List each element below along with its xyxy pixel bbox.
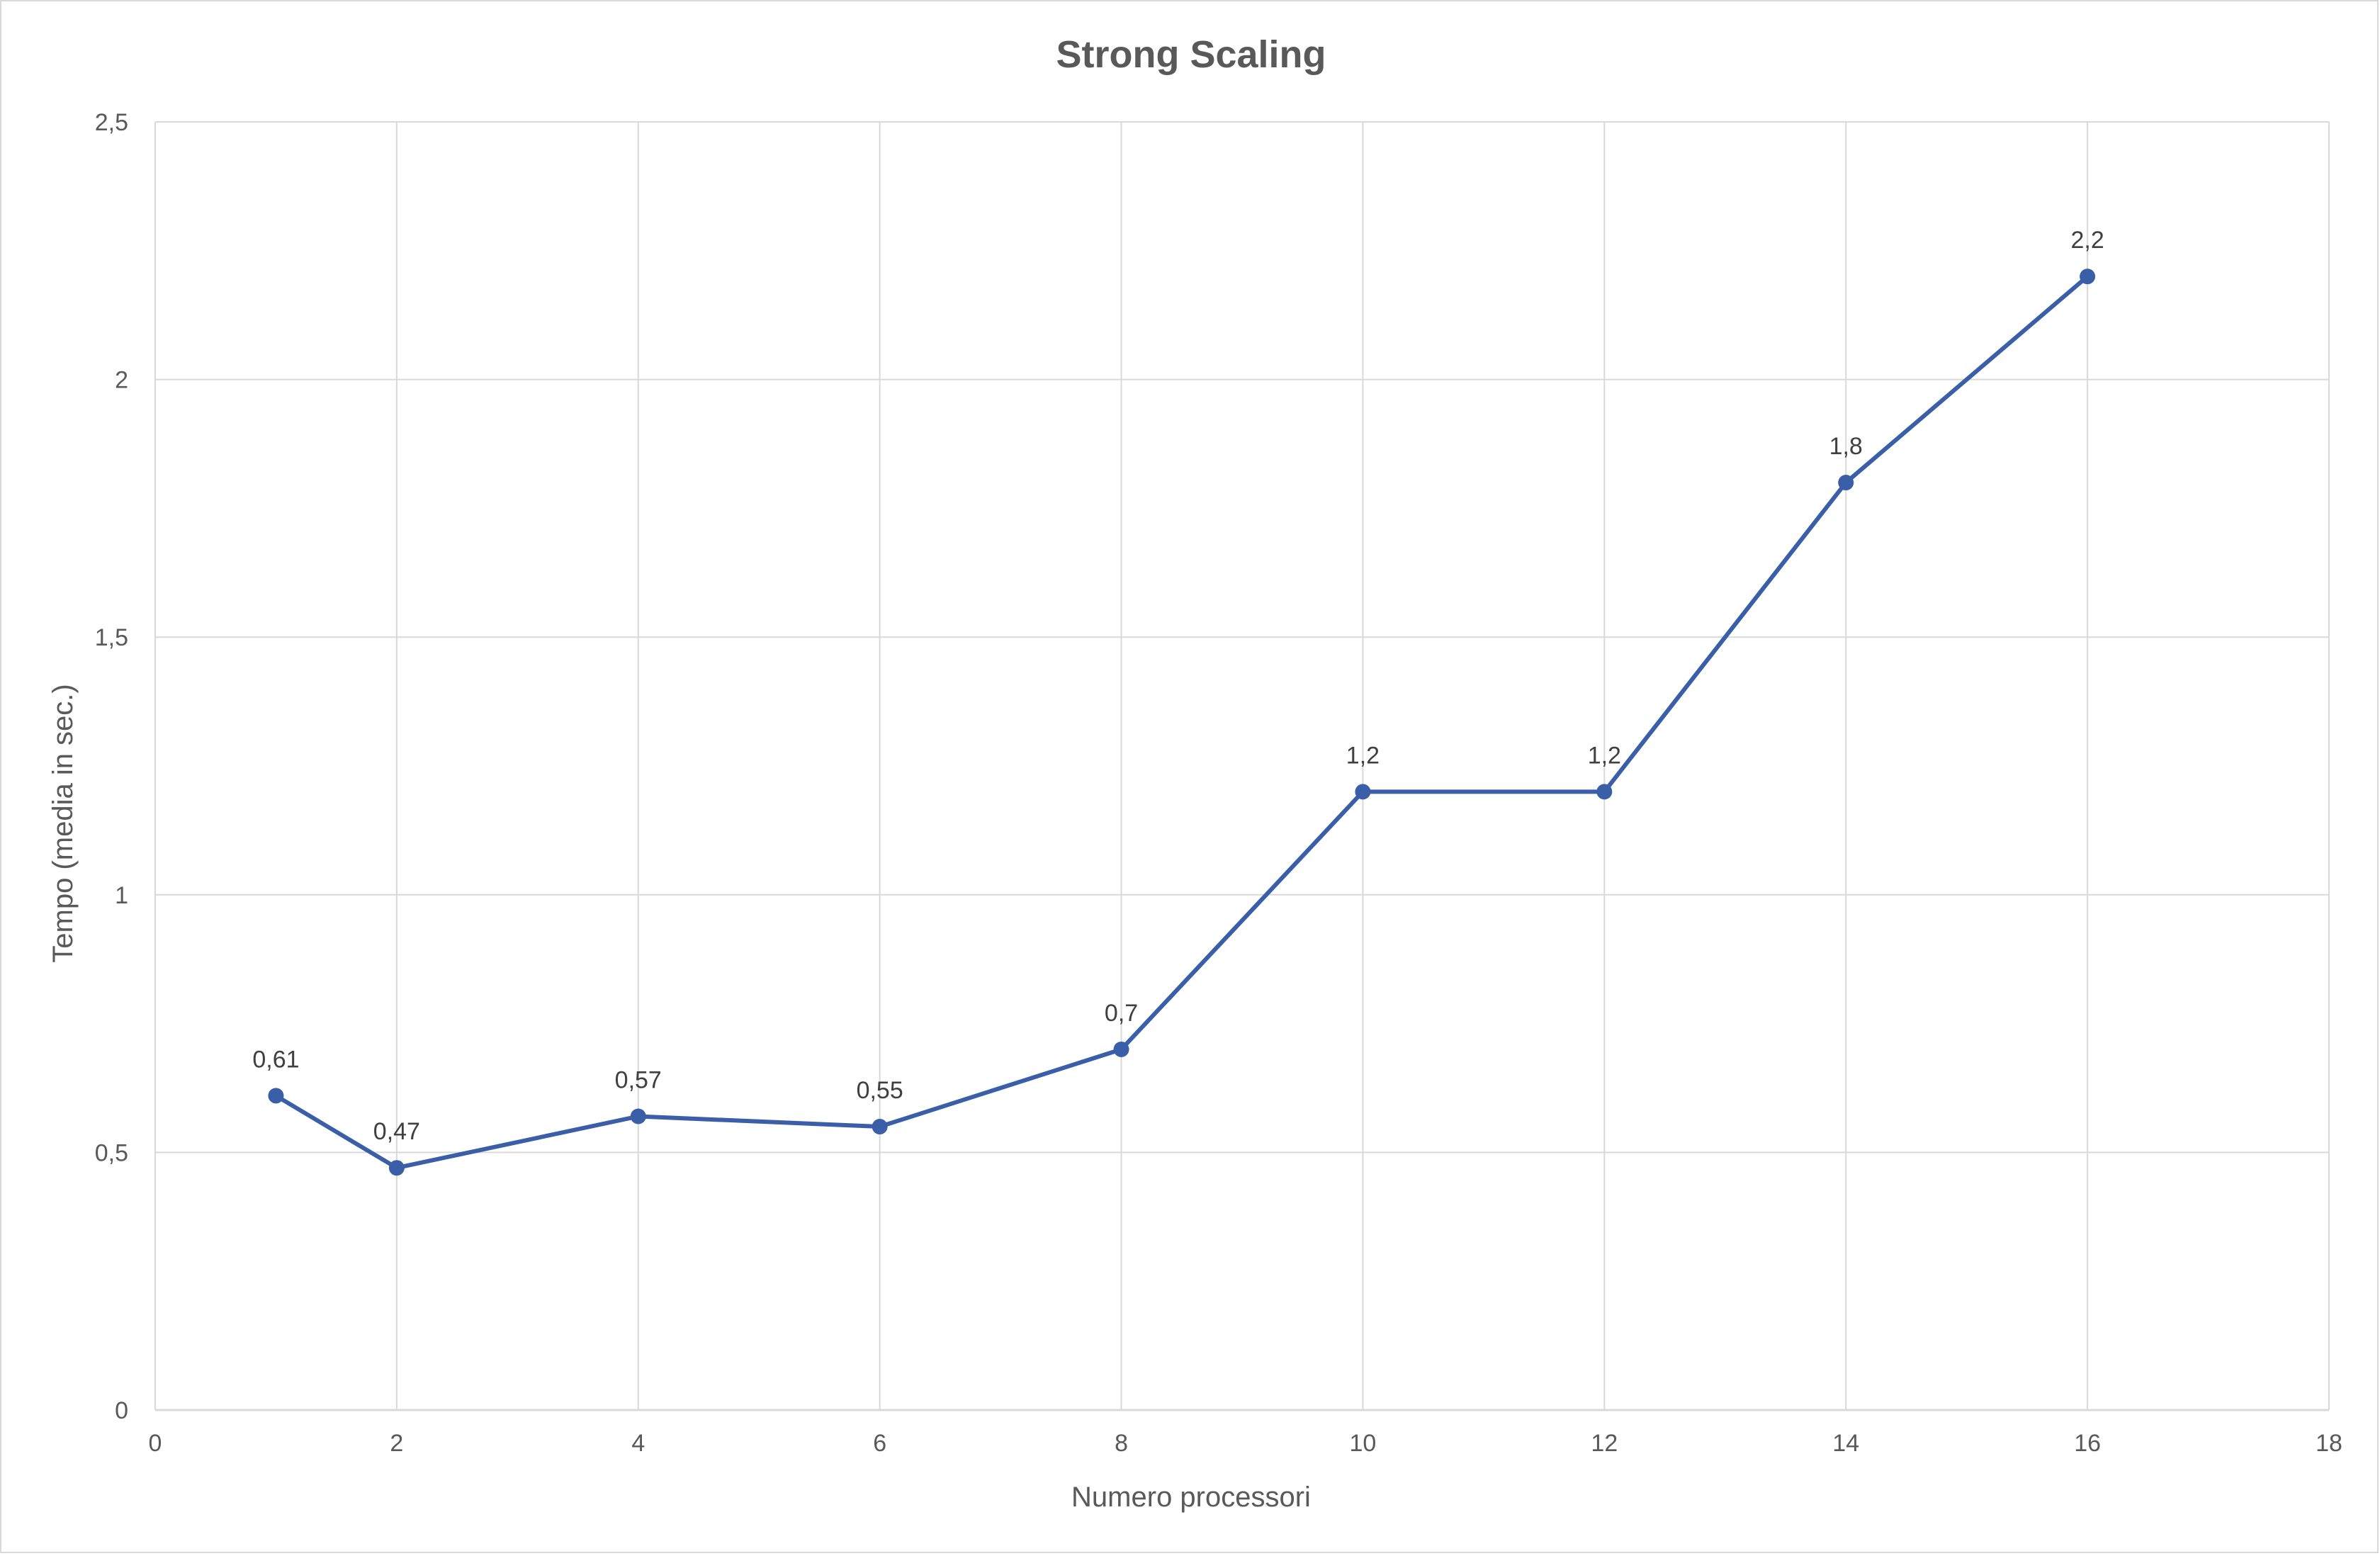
x-tick-label: 12 bbox=[1591, 1430, 1618, 1457]
tick-layer: 0 0,5 1 1,5 2 2,5 0 2 4 6 8 10 12 14 16 18 bbox=[95, 109, 2342, 1457]
y-tick-label: 0 bbox=[115, 1397, 128, 1424]
data-label: 1,2 bbox=[1588, 742, 1621, 769]
y-tick-label: 1 bbox=[115, 882, 128, 909]
grid-layer bbox=[154, 121, 2330, 1411]
data-point bbox=[630, 1108, 646, 1124]
y-axis-title: Tempo (media in sec.) bbox=[47, 684, 79, 962]
series-line bbox=[274, 274, 2089, 1171]
x-tick-label: 8 bbox=[1115, 1430, 1128, 1457]
data-point bbox=[388, 1160, 405, 1176]
data-point bbox=[872, 1119, 888, 1135]
data-point bbox=[1596, 784, 1613, 800]
y-tick-label: 0,5 bbox=[95, 1139, 128, 1166]
data-label: 0,55 bbox=[857, 1077, 903, 1104]
data-label: 0,57 bbox=[615, 1066, 662, 1093]
data-label-layer: 0,61 0,47 0,57 0,55 0,7 1,2 1,2 1,8 2,2 bbox=[252, 227, 2104, 1145]
data-label: 0,47 bbox=[373, 1118, 420, 1145]
data-point bbox=[1355, 784, 1371, 800]
data-point bbox=[268, 1088, 284, 1104]
x-tick-label: 16 bbox=[2074, 1430, 2101, 1457]
series-layer bbox=[268, 269, 2096, 1176]
x-tick-label: 2 bbox=[390, 1430, 403, 1457]
x-tick-label: 14 bbox=[1832, 1430, 1859, 1457]
x-tick-label: 6 bbox=[873, 1430, 886, 1457]
x-tick-label: 0 bbox=[149, 1430, 162, 1457]
x-tick-label: 10 bbox=[1350, 1430, 1377, 1457]
x-axis-title: Numero processori bbox=[1071, 1482, 1311, 1513]
data-label: 0,7 bbox=[1105, 1000, 1138, 1027]
data-label: 2,2 bbox=[2070, 227, 2104, 254]
data-point bbox=[1838, 475, 1854, 491]
data-label: 1,8 bbox=[1829, 433, 1863, 460]
data-label: 1,2 bbox=[1346, 742, 1380, 769]
data-label: 0,61 bbox=[252, 1046, 299, 1073]
y-tick-label: 1,5 bbox=[95, 624, 128, 651]
data-point bbox=[1113, 1041, 1129, 1057]
data-point bbox=[2080, 269, 2096, 285]
y-tick-label: 2 bbox=[115, 367, 128, 394]
x-tick-label: 18 bbox=[2316, 1430, 2342, 1457]
y-tick-label: 2,5 bbox=[95, 109, 128, 136]
x-tick-label: 4 bbox=[631, 1430, 645, 1457]
chart-title: Strong Scaling bbox=[1056, 33, 1326, 76]
